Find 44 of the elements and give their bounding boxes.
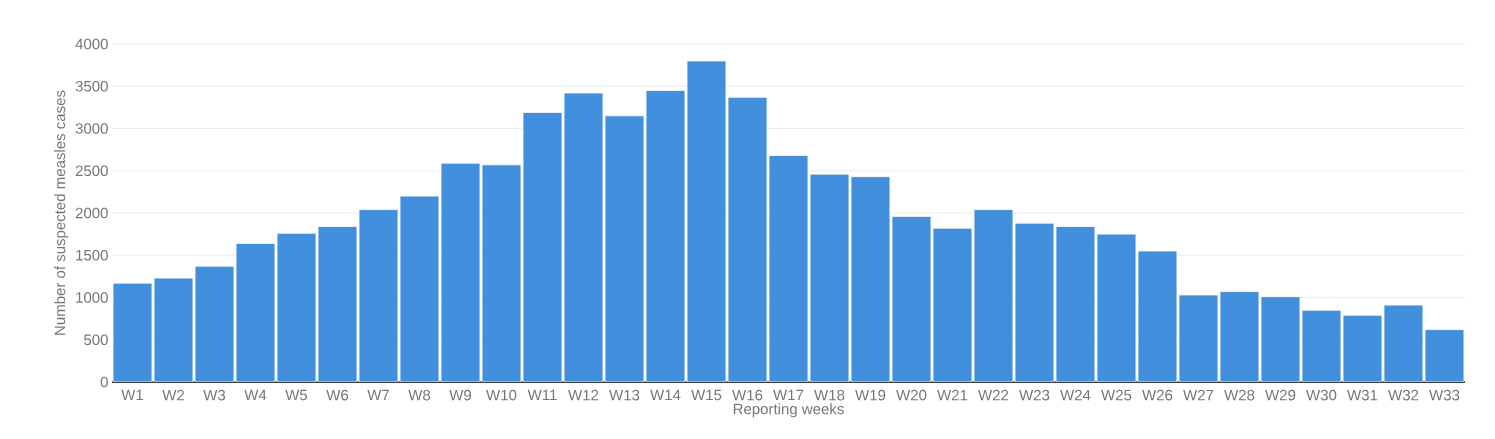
x-tick-label: W8 [408,389,431,401]
x-axis-title: Reporting weeks [733,403,844,418]
x-tick-label: W25 [1101,389,1132,401]
x-tick-label: W29 [1265,389,1296,401]
x-tick-label: W15 [691,389,722,401]
x-tick-label: W28 [1224,389,1255,401]
x-tick-label: W20 [896,389,927,401]
y-tick-label: 2000 [75,207,108,219]
x-tick-label: W10 [486,389,517,401]
y-axis-title: Number of suspected measles cases [54,90,69,335]
x-tick-label: W22 [978,389,1009,401]
x-tick-label: W11 [527,389,557,401]
x-tick-label: W27 [1183,389,1214,401]
x-tick-label: W1 [121,389,144,401]
x-tick-label: W3 [203,389,226,401]
x-tick-label: W18 [814,389,845,401]
x-tick-label: W7 [367,389,389,401]
x-tick-label: W24 [1060,389,1091,401]
x-tick-label: W14 [650,389,681,401]
x-tick-label: W31 [1347,389,1378,401]
y-tick-label: 2500 [75,165,108,177]
y-tick-label: 1500 [76,249,108,261]
x-tick-label: W30 [1306,389,1337,401]
x-tick-label: W2 [162,389,184,401]
x-tick-label: W9 [449,389,472,401]
y-tick-label: 1000 [76,292,108,303]
x-tick-label: W21 [937,389,968,401]
x-tick-label: W19 [855,389,886,401]
x-tick-label: W13 [609,389,640,401]
y-tick-label: 500 [84,334,108,346]
y-tick-label: 4000 [75,38,108,50]
x-tick-label: W12 [568,389,599,401]
y-tick-label: 3000 [75,123,108,134]
x-tick-label: W6 [326,389,349,401]
x-tick-label: W23 [1019,389,1050,401]
x-tick-label: W4 [244,389,267,401]
x-tick-label: W26 [1142,389,1173,401]
x-tick-label: W33 [1429,389,1460,401]
y-tick-label: 0 [100,376,108,388]
x-tick-label: W16 [732,389,763,401]
x-tick-label: W17 [773,389,804,401]
x-tick-label: W5 [285,389,308,401]
y-tick-label: 3500 [75,80,108,92]
x-tick-label: W32 [1388,389,1419,401]
